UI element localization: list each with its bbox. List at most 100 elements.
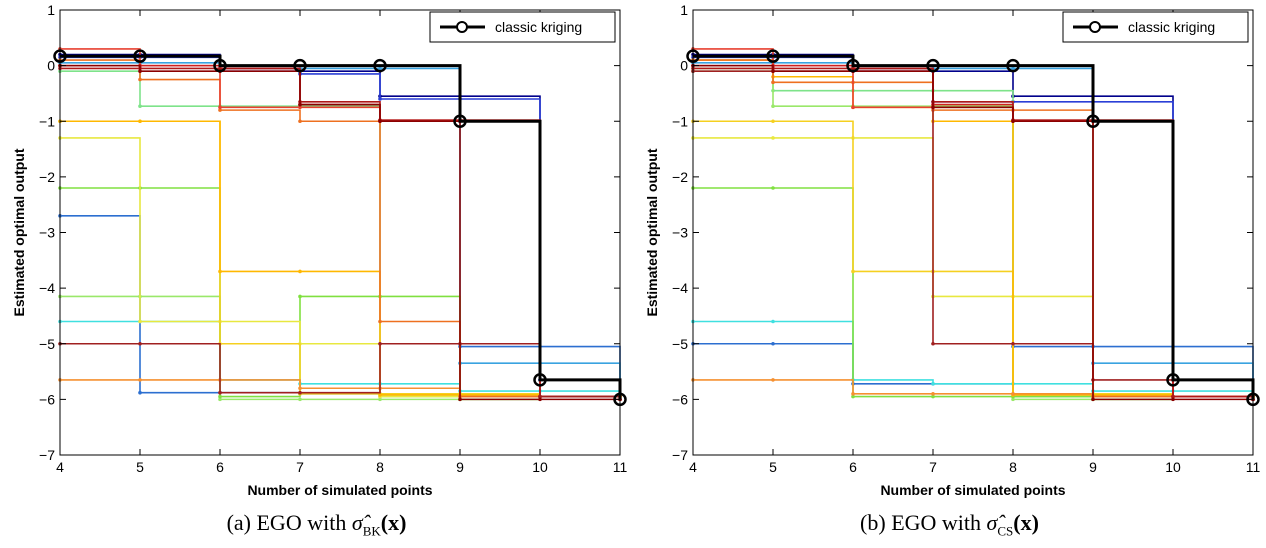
- series-point: [538, 397, 542, 402]
- y-tick-label: 0: [680, 58, 688, 74]
- series-point: [931, 394, 935, 399]
- classic-kriging-marker: [1086, 114, 1100, 128]
- caption-b-symbol: σ̂: [986, 510, 998, 535]
- y-tick-label: −3: [672, 225, 688, 241]
- series-point: [218, 108, 222, 112]
- caption-a-symbol: σ̂: [351, 510, 363, 535]
- plot-area: [693, 10, 1253, 455]
- x-tick-label: 5: [136, 459, 144, 475]
- series-point: [1011, 341, 1015, 346]
- series-point: [298, 105, 302, 110]
- series-point: [378, 393, 382, 397]
- series-point: [138, 390, 142, 395]
- x-tick-label: 7: [929, 459, 937, 475]
- caption-b: (b) EGO with σ̂CS(x): [633, 510, 1266, 539]
- series-point: [1011, 119, 1015, 124]
- x-tick-label: 5: [769, 459, 777, 475]
- classic-kriging-marker: [293, 58, 307, 73]
- series-point: [1011, 66, 1015, 71]
- classic-kriging-marker: [1006, 58, 1020, 73]
- y-tick-label: −3: [39, 225, 55, 241]
- series-point: [378, 119, 382, 124]
- series-point: [771, 136, 775, 140]
- y-tick-label: −4: [39, 280, 55, 296]
- classic-kriging-marker: [846, 58, 860, 73]
- y-tick-label: −2: [39, 169, 55, 185]
- classic-kriging-marker: [373, 58, 387, 73]
- legend-marker: [456, 21, 468, 33]
- y-tick-label: −1: [39, 113, 55, 129]
- legend-box: [1062, 11, 1249, 43]
- caption-a-prefix: (a) EGO with: [226, 510, 352, 535]
- series-point: [931, 382, 935, 386]
- series-point: [378, 66, 382, 71]
- caption-a-arg: (x): [380, 510, 407, 535]
- y-tick-label: −1: [672, 113, 688, 129]
- series-point: [771, 186, 775, 190]
- y-tick-label: 1: [680, 2, 688, 18]
- y-tick-label: −6: [672, 391, 688, 407]
- plot-area: [60, 10, 620, 455]
- legend-marker: [1089, 21, 1101, 33]
- series-point: [378, 397, 382, 402]
- series-point: [218, 394, 222, 399]
- series-point: [138, 319, 142, 324]
- series-point: [138, 341, 142, 346]
- y-tick-label: 1: [47, 2, 55, 18]
- series-point: [298, 397, 302, 402]
- series-point: [931, 341, 935, 346]
- series-point: [218, 390, 222, 395]
- series-point: [771, 80, 775, 85]
- series-point: [771, 69, 775, 73]
- classic-kriging-marker: [133, 49, 147, 63]
- y-axis-label: Estimated optimal output: [11, 148, 27, 316]
- series-point: [138, 378, 142, 382]
- series-point: [298, 294, 302, 299]
- series-point: [1171, 394, 1175, 399]
- caption-b-arg: (x): [1013, 510, 1039, 535]
- x-tick-label: 10: [1165, 459, 1181, 475]
- series-point: [458, 397, 462, 402]
- series-point: [298, 102, 302, 107]
- series-point: [138, 77, 142, 82]
- x-tick-label: 8: [376, 459, 384, 475]
- y-tick-label: −2: [672, 169, 688, 185]
- x-tick-label: 6: [849, 459, 857, 475]
- series-point: [378, 341, 382, 346]
- series-point: [1011, 397, 1015, 402]
- series-point: [218, 397, 222, 402]
- y-tick-label: −7: [672, 447, 688, 463]
- y-axis-label: Estimated optimal output: [644, 148, 660, 316]
- series-point: [298, 269, 302, 274]
- classic-kriging-marker: [453, 114, 467, 128]
- series-line: [693, 320, 1254, 397]
- series-point: [378, 319, 382, 324]
- y-tick-label: −6: [39, 391, 55, 407]
- legend-label: classic kriging: [1128, 19, 1215, 35]
- series-point: [138, 69, 142, 73]
- caption-b-prefix: (b) EGO with: [860, 510, 987, 535]
- series-point: [771, 341, 775, 346]
- x-tick-label: 11: [1246, 459, 1261, 475]
- series-point: [298, 386, 302, 391]
- series-point: [218, 269, 222, 274]
- series-point: [851, 105, 855, 110]
- series-point: [931, 105, 935, 110]
- x-tick-label: 11: [613, 459, 628, 475]
- series-point: [138, 104, 142, 109]
- legend: classic kriging: [429, 11, 616, 43]
- classic-kriging-marker: [533, 373, 547, 387]
- classic-kriging-line: [60, 54, 622, 400]
- series-point: [931, 392, 935, 396]
- series-point: [298, 119, 302, 124]
- series-point: [771, 104, 775, 109]
- series-point: [138, 119, 142, 124]
- x-tick-label: 6: [216, 459, 224, 475]
- caption-b-sub: CS: [997, 523, 1014, 539]
- y-tick-label: −4: [672, 280, 688, 296]
- y-tick-label: −7: [39, 447, 55, 463]
- series-point: [771, 319, 775, 324]
- classic-kriging-marker: [926, 58, 940, 73]
- series-point: [771, 378, 775, 382]
